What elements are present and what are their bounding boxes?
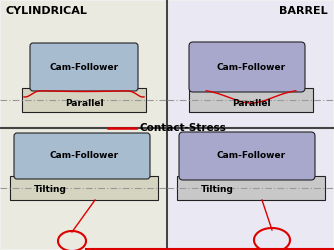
Bar bbox=[10, 176, 158, 200]
Bar bbox=[177, 176, 325, 200]
FancyBboxPatch shape bbox=[14, 133, 150, 179]
Bar bbox=[169, 1, 333, 249]
Text: Parallel: Parallel bbox=[65, 100, 103, 108]
Text: Contact-Stress: Contact-Stress bbox=[140, 123, 227, 133]
FancyBboxPatch shape bbox=[189, 42, 305, 92]
Text: Cam-Follower: Cam-Follower bbox=[49, 62, 119, 72]
FancyBboxPatch shape bbox=[179, 132, 315, 180]
Text: Cam-Follower: Cam-Follower bbox=[216, 62, 286, 72]
Bar bbox=[22, 88, 146, 112]
Text: CYLINDRICAL: CYLINDRICAL bbox=[6, 6, 88, 16]
FancyBboxPatch shape bbox=[30, 43, 138, 91]
Text: BARREL: BARREL bbox=[279, 6, 328, 16]
Text: Tilting: Tilting bbox=[33, 186, 66, 194]
Text: Tilting: Tilting bbox=[200, 186, 233, 194]
Text: Parallel: Parallel bbox=[232, 100, 270, 108]
Bar bbox=[1, 1, 165, 249]
Text: Cam-Follower: Cam-Follower bbox=[216, 152, 286, 160]
Bar bbox=[189, 88, 313, 112]
Text: Cam-Follower: Cam-Follower bbox=[49, 152, 119, 160]
